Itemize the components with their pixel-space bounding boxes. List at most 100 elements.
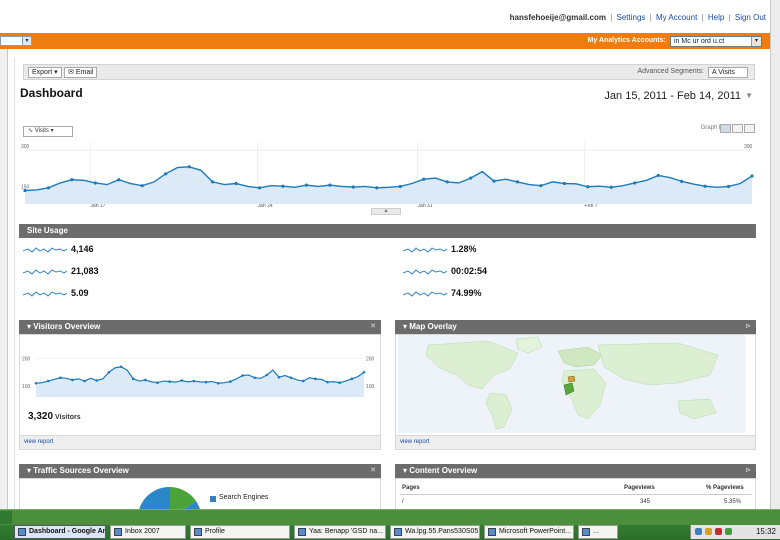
taskbar-task[interactable]: Profile <box>190 525 290 539</box>
data-point <box>144 378 147 382</box>
data-point <box>187 165 191 169</box>
collapse-icon[interactable]: ▾ <box>27 466 34 475</box>
security-icon[interactable] <box>715 528 722 535</box>
expand-icon[interactable]: ⊳ <box>745 467 751 474</box>
metric-value: 21,083 <box>71 266 99 276</box>
clock: 15:32 <box>755 527 776 536</box>
map-region-europe <box>557 346 603 368</box>
system-tray: 15:32 <box>690 525 780 539</box>
profile-select[interactable]: ▾ <box>0 36 32 46</box>
site-usage-metric[interactable]: 00:02:54 <box>403 266 703 278</box>
data-point <box>253 376 256 380</box>
collapse-icon[interactable]: ▾ <box>27 322 34 331</box>
taskbar-task[interactable]: Dashboard - Google An... <box>14 525 106 539</box>
taskbar-task[interactable]: ... <box>578 525 618 539</box>
data-point <box>23 188 27 193</box>
map-region-highlight-2 <box>567 375 576 383</box>
data-point <box>211 180 215 184</box>
export-button[interactable]: Export ▾ <box>28 67 62 78</box>
left-sidebar-strip <box>0 49 8 509</box>
line-chart-icon: ∿ <box>28 128 34 134</box>
data-point <box>117 178 121 182</box>
data-point <box>58 376 62 380</box>
data-point <box>726 184 731 189</box>
x-tick-label: Feb 7 <box>585 203 598 208</box>
visitors-sparkline-chart: 200 200 100 100 <box>22 357 375 397</box>
data-point <box>398 184 402 189</box>
y-tick-label: 300 <box>21 144 30 150</box>
table-cell-page[interactable]: / <box>402 499 404 505</box>
window-icon <box>488 528 496 536</box>
site-usage-metric[interactable]: 4,146 <box>23 244 323 256</box>
map-region-australia <box>677 398 717 420</box>
collapse-icon[interactable]: ▾ <box>403 466 410 475</box>
graph-by-week-button[interactable] <box>732 124 743 133</box>
data-point <box>71 378 74 382</box>
segment-select[interactable]: A Visits <box>708 67 748 78</box>
visitors-view-report-link[interactable]: view report <box>20 435 380 449</box>
collapse-icon[interactable]: ▾ <box>403 322 410 331</box>
vertical-scrollbar[interactable] <box>770 0 780 509</box>
y-tick-label: 200 <box>22 357 31 363</box>
metric-value: 1.28% <box>451 244 477 254</box>
site-usage-metric[interactable]: 74.99% <box>403 288 703 300</box>
update-icon[interactable] <box>725 528 732 535</box>
date-range-picker[interactable]: Jan 15, 2011 - Feb 14, 2011 <box>604 90 741 102</box>
data-point <box>539 184 543 188</box>
site-usage-metric[interactable]: 1.28% <box>403 244 703 256</box>
taskbar-task[interactable]: Wa.lpg.55.Pans530S05... <box>390 525 480 539</box>
close-icon[interactable]: ✕ <box>370 467 376 474</box>
map-region-north-america <box>425 340 519 390</box>
help-link[interactable]: Help <box>707 13 725 22</box>
top-header: hansfehoeije@gmail.com | Settings | My A… <box>0 0 780 32</box>
start-button[interactable] <box>0 511 12 524</box>
dashboard-content: Export ▾ ✉ Email Advanced Segments: A Vi… <box>14 58 759 510</box>
taskbar-task[interactable]: Inbox 2007 <box>110 525 186 539</box>
map-view-report-link[interactable]: view report <box>396 435 755 449</box>
chart-collapse-handle[interactable]: ▲ <box>371 208 401 215</box>
metric-select[interactable]: ∿ Visits ▾ <box>23 126 73 137</box>
world-map[interactable] <box>398 335 746 433</box>
data-point <box>445 180 449 184</box>
email-button[interactable]: ✉ Email <box>64 67 98 78</box>
window-icon <box>298 528 306 536</box>
site-usage-metric[interactable]: 5.09 <box>23 288 323 300</box>
data-point <box>703 184 707 188</box>
network-icon[interactable] <box>695 528 702 535</box>
account-select[interactable]: in Mc ur ord u.ct ▾ <box>670 36 762 47</box>
metric-value: 4,146 <box>71 244 94 254</box>
column-header-pct-pageviews: % Pageviews <box>706 485 744 491</box>
graph-by-day-button[interactable] <box>720 124 731 133</box>
graph-by-month-button[interactable] <box>744 124 755 133</box>
data-point <box>326 380 329 384</box>
sparkline-icon <box>403 247 447 253</box>
site-usage-metric[interactable]: 21,083 <box>23 266 323 278</box>
chevron-down-icon[interactable]: ▼ <box>745 91 753 100</box>
data-point <box>350 377 354 381</box>
sparkline-icon <box>23 291 67 297</box>
data-point <box>46 379 50 383</box>
expand-icon[interactable]: ⊳ <box>745 323 751 330</box>
data-point <box>586 185 590 189</box>
account-bar: ▾ My Analytics Accounts: in Mc ur ord u.… <box>0 33 770 49</box>
advanced-segments-label: Advanced Segments: <box>637 68 704 75</box>
sign-out-link[interactable]: Sign Out <box>734 13 766 22</box>
data-point <box>34 381 38 385</box>
close-icon[interactable]: ✕ <box>370 323 376 330</box>
user-email: hansfehoeije@gmail.com <box>509 13 606 22</box>
data-point <box>257 186 262 190</box>
data-point <box>46 186 51 190</box>
data-point <box>515 180 520 184</box>
report-toolbar: Export ▾ ✉ Email Advanced Segments: A Vi… <box>23 64 755 80</box>
taskbar-task[interactable]: Microsoft PowerPoint... <box>484 525 574 539</box>
settings-link[interactable]: Settings <box>616 13 646 22</box>
data-point <box>656 173 660 178</box>
taskbar-task[interactable]: Yaa: Benapp 'GSD na... <box>294 525 386 539</box>
traffic-sources-header: ▾ Traffic Sources Overview ✕ <box>19 464 381 478</box>
my-account-link[interactable]: My Account <box>655 13 698 22</box>
volume-icon[interactable] <box>705 528 712 535</box>
chevron-down-icon: ▾ <box>751 37 761 46</box>
data-point <box>633 181 637 185</box>
data-point <box>609 185 613 189</box>
data-point <box>562 181 566 186</box>
